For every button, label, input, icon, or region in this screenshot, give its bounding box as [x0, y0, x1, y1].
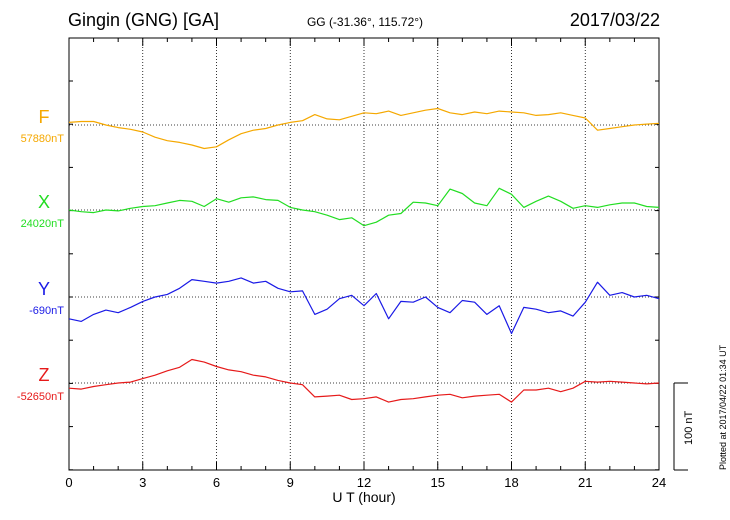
x-tick-label: 18	[504, 475, 518, 490]
station-coordinates: GG (-31.36°, 115.72°)	[306, 15, 424, 29]
series-name-f: F	[39, 107, 50, 127]
scale-bar-label: 100 nT	[683, 410, 695, 445]
x-tick-label: 6	[213, 475, 220, 490]
x-tick-label: 24	[652, 475, 666, 490]
x-tick-label: 15	[431, 475, 445, 490]
series-labels: F 57880nT X 24020nT Y -690nT Z -52650nT	[17, 107, 64, 403]
series-baseline-f: 57880nT	[21, 133, 65, 145]
series-baseline-z: -52650nT	[17, 391, 64, 403]
series-line-y	[68, 277, 660, 335]
x-tick-label: 12	[357, 475, 371, 490]
series-line-x	[68, 187, 660, 227]
station-title: Gingin (GNG) [GA]	[68, 10, 220, 30]
series-baseline-y: -690nT	[29, 305, 64, 317]
grid	[69, 38, 659, 470]
scale-bar: 100 nT	[673, 382, 695, 471]
series-baseline-x: 24020nT	[21, 218, 65, 230]
series-line-f	[68, 107, 660, 150]
series-lines	[68, 107, 660, 403]
x-tick-label: 9	[287, 475, 294, 490]
x-axis-ticks: 0 3 6 9 12 15 18 21 24	[65, 38, 666, 490]
x-tick-label: 3	[139, 475, 146, 490]
series-line-z	[68, 358, 660, 403]
series-name-x: X	[38, 192, 50, 212]
series-name-y: Y	[38, 279, 50, 299]
chart-date: 2017/03/22	[569, 10, 660, 30]
x-tick-label: 0	[65, 475, 72, 490]
series-name-z: Z	[39, 365, 50, 385]
x-axis-label: U T (hour)	[332, 489, 395, 505]
plotted-timestamp: Plotted at 2017/04/22 01:34 UT	[718, 344, 728, 470]
x-tick-label: 21	[578, 475, 592, 490]
